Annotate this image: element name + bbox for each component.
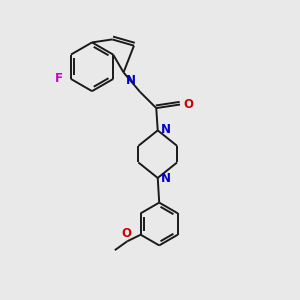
Text: N: N — [161, 172, 171, 185]
Text: F: F — [55, 73, 63, 85]
Text: O: O — [121, 227, 131, 240]
Text: N: N — [126, 74, 136, 87]
Text: O: O — [183, 98, 193, 111]
Text: N: N — [161, 123, 171, 136]
